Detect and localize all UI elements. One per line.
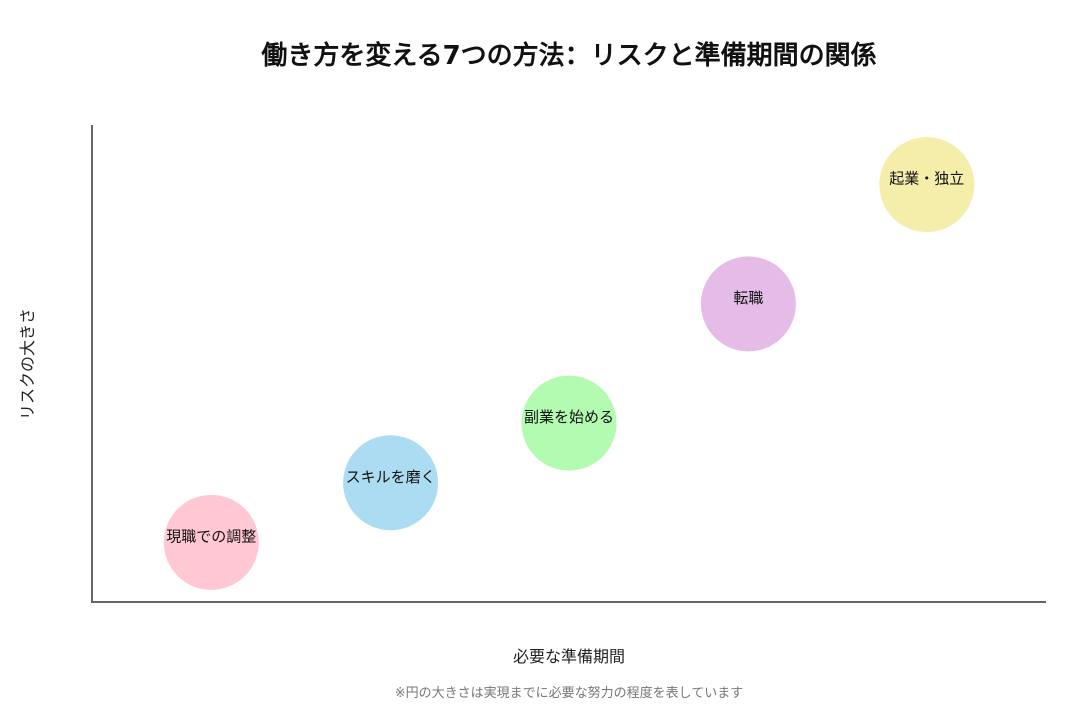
chart-title: 働き方を変える7つの方法：リスクと準備期間の関係: [260, 40, 876, 71]
bubble-point-1: [343, 435, 439, 531]
bubble-point-4: [879, 137, 975, 233]
x-axis-label: 必要な準備期間: [513, 647, 625, 666]
y-axis-label: リスクの大きさ: [18, 308, 37, 420]
chart-note: ※円の大きさは実現までに必要な努力の程度を表しています: [395, 685, 744, 701]
bubble-label-3: 転職: [733, 289, 763, 307]
bubble-point-3: [700, 256, 796, 352]
bubble-label-4: 起業・独立: [889, 170, 964, 188]
bubble-label-1: スキルを磨く: [346, 468, 436, 486]
bubble-point-2: [521, 375, 617, 471]
bubble-group: 現職での調整 スキルを磨く 副業を始める 転職 起業・独立: [163, 137, 975, 590]
bubble-label-0: 現職での調整: [166, 527, 256, 545]
bubble-point-0: [163, 494, 259, 590]
bubble-label-2: 副業を始める: [524, 408, 614, 426]
